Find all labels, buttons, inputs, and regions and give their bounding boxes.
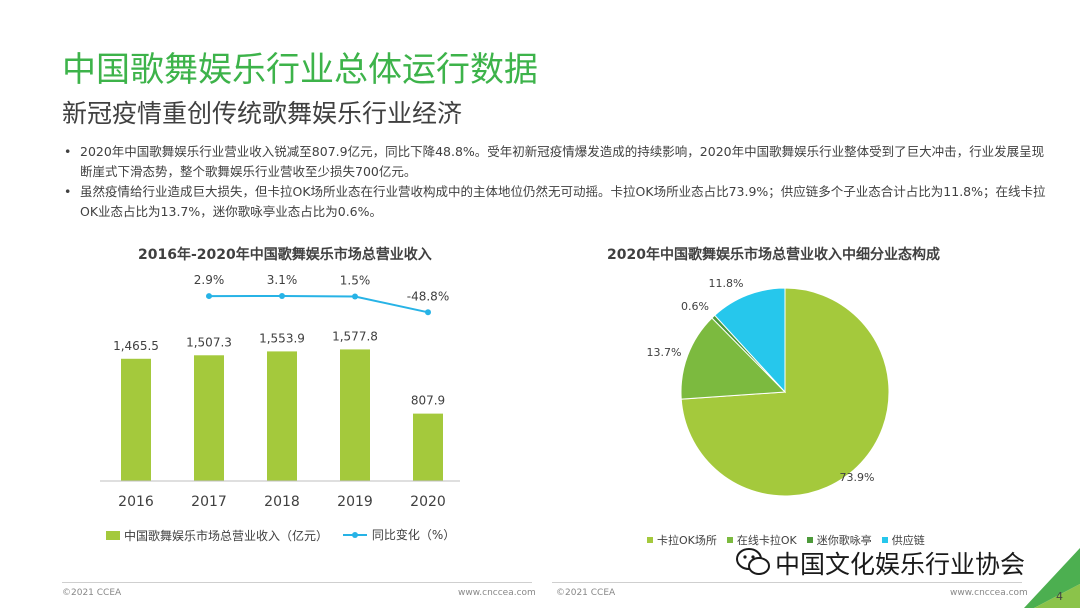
yoy-label-2020: -48.8% <box>407 289 449 303</box>
pie-slice-4 <box>714 287 786 394</box>
footer-divider-right <box>552 582 1022 583</box>
legend-label-yoy: 同比变化（%） <box>371 528 456 542</box>
bar-2016 <box>121 358 151 481</box>
page-subtitle: 新冠疫情重创传统歌舞娱乐行业经济 <box>62 99 463 128</box>
page-number: 4 <box>1056 590 1063 603</box>
x-tick-2018: 2018 <box>264 494 300 510</box>
bar-2017 <box>194 355 224 481</box>
bar-value-label-2016: 1,465.5 <box>113 339 159 353</box>
yoy-label-2019: 1.5% <box>340 274 371 288</box>
footer-url-left: www.cnccea.com <box>458 588 536 598</box>
wechat-logo-icon <box>735 546 771 582</box>
bar-chart-legend: 中国歌舞娱乐市场总营业收入（亿元） 同比变化（%） <box>106 526 465 544</box>
pie-legend-label-3: 迷你歌咏亭 <box>816 534 872 547</box>
pie-label-4: 11.8% <box>709 277 744 290</box>
footer-copyright-right: ©2021 CCEA <box>556 588 616 598</box>
bar-2019 <box>340 349 370 481</box>
bar-chart-title: 2016年-2020年中国歌舞娱乐市场总营业收入 <box>138 247 432 263</box>
legend-swatch-line <box>342 531 367 538</box>
pie-legend-swatch-3 <box>806 537 813 543</box>
pie-label-2: 13.7% <box>647 346 682 359</box>
bar-2020 <box>413 413 443 481</box>
yoy-point-2018 <box>279 293 285 299</box>
bullet-list: 2020年中国歌舞娱乐行业营业收入锐减至807.9亿元，同比下降48.8%。受年… <box>62 142 1047 222</box>
watermark-text: 中国文化娱乐行业协会 <box>775 550 1026 579</box>
yoy-label-2017: 2.9% <box>194 273 225 287</box>
bar-value-label-2018: 1,553.9 <box>259 331 305 345</box>
pie-legend-swatch-4 <box>881 537 888 543</box>
page-title: 中国歌舞娱乐行业总体运行数据 <box>62 50 538 90</box>
yoy-line <box>208 294 429 314</box>
bar-value-label-2017: 1,507.3 <box>186 335 232 349</box>
corner-decoration <box>1024 548 1080 608</box>
pie-legend-label-2: 在线卡拉OK <box>736 534 797 547</box>
bullet-item-1: 2020年中国歌舞娱乐行业营业收入锐减至807.9亿元，同比下降48.8%。受年… <box>62 142 1047 182</box>
pie-legend-item-2: 在线卡拉OK <box>726 532 797 548</box>
legend-swatch-bar <box>106 530 120 540</box>
pie-chart: 73.9% 13.7% 0.6%11.8% <box>647 277 890 497</box>
bullet-item-2: 虽然疫情给行业造成巨大损失，但卡拉OK场所业态在行业营收构成中的主体地位仍然无可… <box>62 182 1047 222</box>
pie-legend-item-3: 迷你歌咏亭 <box>806 532 872 548</box>
legend-item-revenue: 中国歌舞娱乐市场总营业收入（亿元） <box>106 527 328 544</box>
pie-chart-title: 2020年中国歌舞娱乐市场总营业收入中细分业态构成 <box>607 247 940 263</box>
pie-label-1: 73.9% <box>840 471 875 484</box>
footer-copyright-left: ©2021 CCEA <box>62 588 122 598</box>
bar-value-label-2019: 1,577.8 <box>332 329 378 343</box>
pie-legend-label-1: 卡拉OK场所 <box>657 534 717 547</box>
legend-item-yoy: 同比变化（%） <box>342 526 455 543</box>
bar-2018 <box>267 351 297 481</box>
x-tick-2016: 2016 <box>118 494 154 510</box>
x-tick-2020: 2020 <box>410 494 446 510</box>
legend-label-revenue: 中国歌舞娱乐市场总营业收入（亿元） <box>124 528 329 543</box>
yoy-point-2020 <box>425 309 431 316</box>
footer-url-right: www.cnccea.com <box>950 588 1028 598</box>
x-tick-2019: 2019 <box>337 494 373 510</box>
yoy-point-2019 <box>352 293 358 300</box>
x-tick-2017: 2017 <box>191 494 227 510</box>
pie-legend-swatch-1 <box>647 537 653 543</box>
pie-legend-swatch-2 <box>726 537 733 543</box>
pie-legend-item-4: 供应链 <box>881 532 925 548</box>
bar-value-label-2020: 807.9 <box>411 394 445 408</box>
pie-legend-item-1: 卡拉OK场所 <box>647 532 717 548</box>
bar-line-chart: 1,465.5 2016 1,507.3 2017 1,553.9 2018 1,577.8… <box>100 273 460 510</box>
pie-label-3: 0.6% <box>681 300 709 313</box>
yoy-point-2017 <box>206 293 212 300</box>
pie-slice-2 <box>680 317 787 400</box>
pie-chart-legend: 卡拉OK场所 在线卡拉OK 迷你歌咏亭 供应链 <box>647 532 935 548</box>
footer-divider-left <box>62 582 532 583</box>
yoy-label-2018: 3.1% <box>267 273 298 287</box>
pie-legend-label-4: 供应链 <box>891 534 925 547</box>
